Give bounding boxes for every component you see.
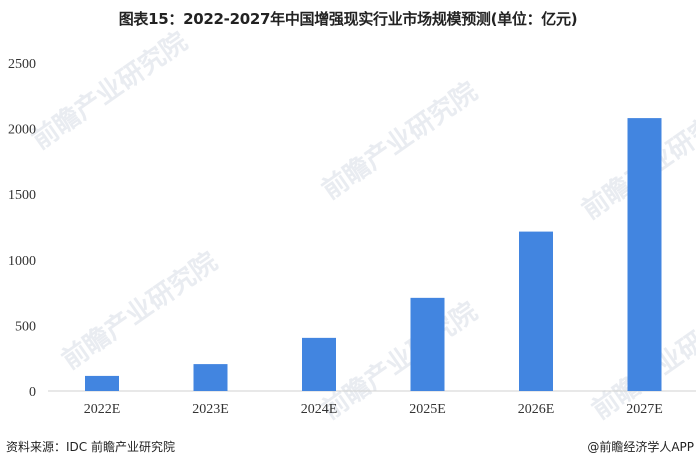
x-tick-label: 2027E <box>626 402 663 417</box>
x-tick-label: 2025E <box>409 402 446 417</box>
bar-2025E <box>410 297 445 391</box>
x-axis: 2022E 2023E 2024E 2025E 2026E 2027E <box>84 402 663 417</box>
y-tick-label: 1000 <box>8 254 36 269</box>
watermark-text: 前瞻产业研究院 <box>26 26 193 156</box>
y-axis: 0 500 1000 1500 2000 2500 <box>8 57 36 400</box>
bar-2027E <box>627 118 662 391</box>
bars <box>85 118 662 391</box>
x-tick-label: 2024E <box>301 402 338 417</box>
watermark-text: 前瞻产业研究院 <box>316 76 483 206</box>
source-note: 资料来源：IDC 前瞻产业研究院 <box>6 440 175 454</box>
bar-2024E <box>302 337 336 391</box>
bar-chart: 前瞻产业研究院前瞻产业研究院前瞻产业研究院前瞻产业研究院前瞻产业研究院前瞻产业研… <box>8 26 696 426</box>
y-tick-label: 2500 <box>8 57 36 72</box>
watermark-text: 前瞻产业研究院 <box>56 246 223 376</box>
y-tick-label: 0 <box>29 385 36 400</box>
x-tick-label: 2023E <box>192 402 229 417</box>
x-tick-label: 2026E <box>518 402 555 417</box>
chart-title: 图表15：2022-2027年中国增强现实行业市场规模预测(单位：亿元) <box>118 10 578 28</box>
bar-2022E <box>85 375 119 391</box>
bar-2026E <box>519 231 553 391</box>
y-tick-label: 1500 <box>8 188 36 203</box>
y-tick-label: 2000 <box>8 123 36 138</box>
watermark-text: 前瞻产业研究院 <box>316 296 483 426</box>
watermark: 前瞻产业研究院前瞻产业研究院前瞻产业研究院前瞻产业研究院前瞻产业研究院前瞻产业研… <box>26 26 696 426</box>
bar-2023E <box>193 364 228 391</box>
y-tick-label: 500 <box>15 319 36 334</box>
credit-note: @前瞻经济学人APP <box>587 440 694 454</box>
x-tick-label: 2022E <box>84 402 121 417</box>
